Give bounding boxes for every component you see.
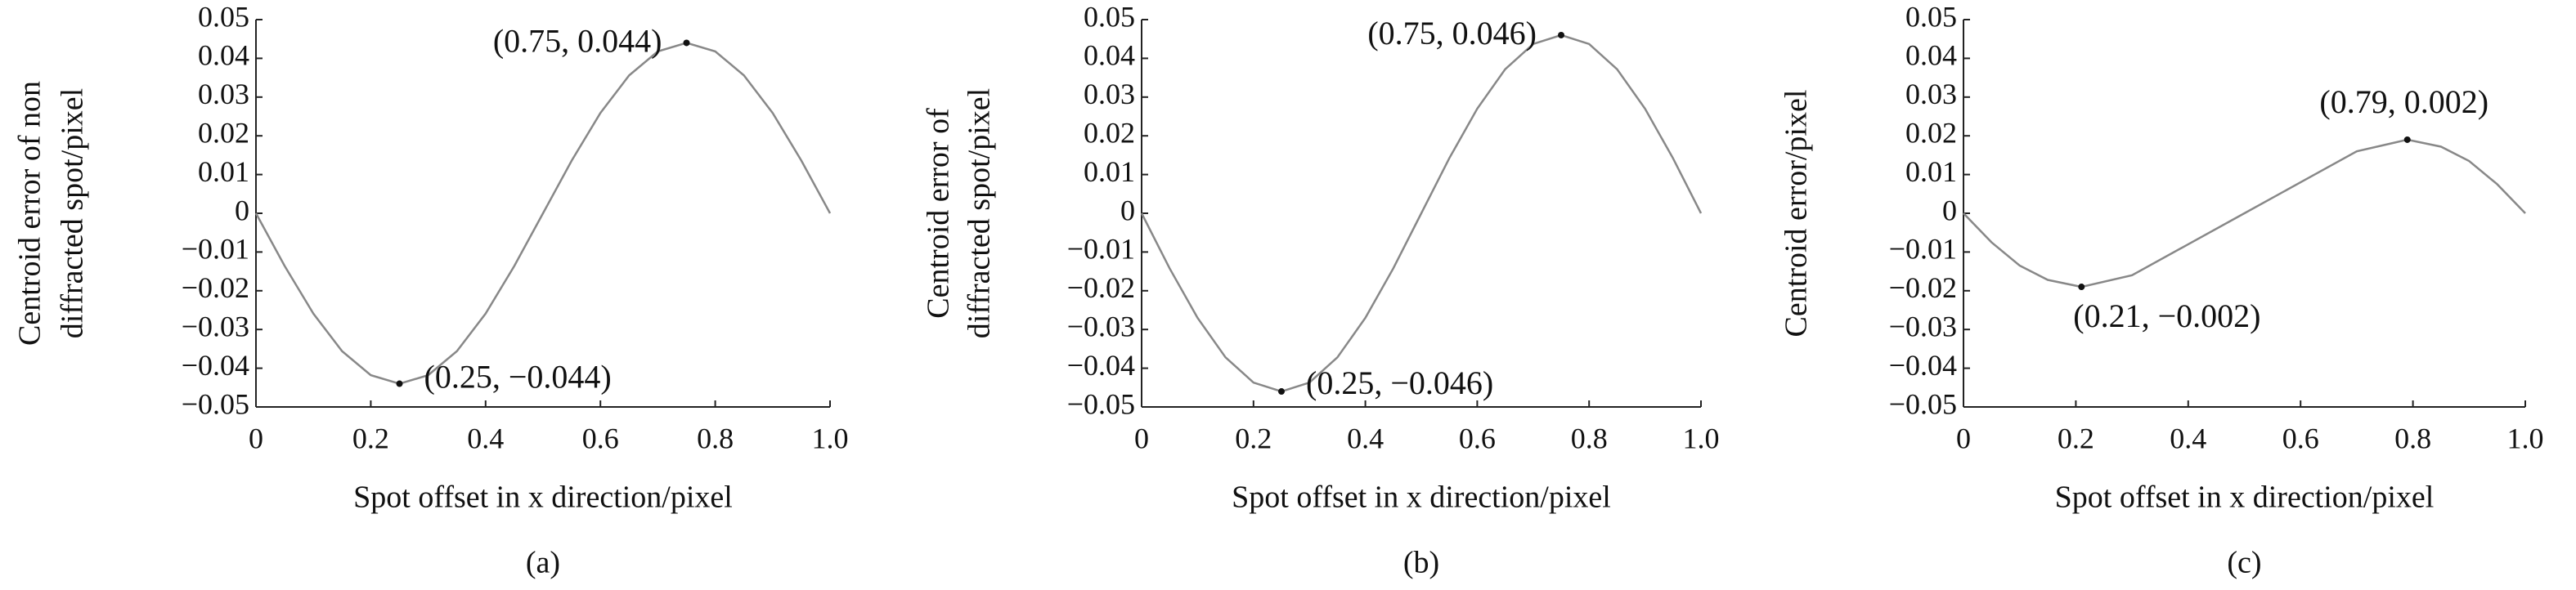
x-tick-label: 0.8 [2394,422,2431,454]
caption: (c) [2227,546,2261,580]
annotation: (0.25, −0.044) [424,359,612,396]
y-tick-label: −0.01 [1067,233,1135,266]
y-tick-label: −0.05 [182,387,249,420]
x-axis-label: Spot offset in x direction/pixel [353,480,733,515]
annotation: (0.21, −0.002) [2073,297,2260,334]
x-tick-label: 0.8 [697,422,734,454]
y-tick-label: 0.02 [198,116,249,149]
marker [2403,136,2411,143]
y-tick-label: 0.04 [1084,39,1135,72]
y-tick-label: 0.05 [1084,0,1135,33]
marker [396,380,403,387]
x-tick-label: 0.6 [2282,422,2319,454]
y-tick-label: 0.04 [198,39,249,72]
y-tick-label: 0.01 [1905,155,1957,188]
x-tick-label: 0 [249,422,263,454]
y-tick-label: 0.05 [198,0,249,33]
x-tick-label: 0 [1956,422,1971,454]
y-tick-label: 0.03 [1905,78,1957,110]
y-axis-label: diffracted spot/pixel [963,88,997,338]
y-axis-label: Centroid error/pixel [1779,90,1814,337]
x-tick-label: 0.6 [1459,422,1496,454]
marker [1278,388,1285,396]
y-tick-label: −0.04 [182,349,249,382]
x-axis-label: Spot offset in x direction/pixel [1232,480,1611,515]
y-tick-label: −0.03 [182,310,249,342]
y-tick-label: −0.04 [1067,349,1135,382]
y-tick-label: −0.05 [1889,387,1957,420]
y-tick-label: −0.03 [1067,310,1135,342]
x-tick-label: 0.6 [582,422,619,454]
y-axis-label: Centroid error of [922,108,956,319]
caption: (a) [526,546,560,580]
curve [254,42,832,385]
x-tick-label: 1.0 [1683,422,1720,454]
y-tick-label: 0 [1120,194,1135,226]
annotation: (0.79, 0.002) [2319,83,2488,120]
y-tick-label: −0.04 [1889,349,1957,382]
x-tick-label: 0.8 [1571,422,1608,454]
y-tick-label: 0.02 [1084,116,1135,149]
x-tick-label: 0.2 [352,422,389,454]
y-tick-label: −0.01 [1889,233,1957,266]
y-tick-label: 0.05 [1905,0,1957,33]
marker [1558,31,1564,38]
annotation: (0.25, −0.046) [1306,364,1493,401]
y-tick-label: −0.02 [182,271,249,304]
y-tick-label: −0.02 [1889,271,1957,304]
y-tick-label: 0.01 [198,155,249,188]
caption: (b) [1403,546,1439,580]
marker [2078,284,2085,291]
y-axis-label: diffracted spot/pixel [56,88,90,338]
x-tick-label: 0.2 [1235,422,1272,454]
x-axis-label: Spot offset in x direction/pixel [2055,480,2435,515]
y-tick-label: 0.03 [198,78,249,110]
x-tick-label: 0.4 [2170,422,2206,454]
annotation: (0.75, 0.044) [493,23,662,60]
x-tick-label: 0 [1134,422,1149,454]
x-tick-label: 1.0 [2507,422,2544,454]
curve [1963,138,2526,288]
y-tick-label: −0.01 [182,233,249,266]
x-tick-label: 1.0 [812,422,849,454]
x-tick-label: 0.2 [2058,422,2094,454]
y-tick-label: 0.04 [1905,39,1957,72]
y-tick-label: 0.03 [1084,78,1135,110]
y-tick-label: 0.02 [1905,116,1957,149]
y-tick-label: −0.03 [1889,310,1957,342]
y-tick-label: −0.02 [1067,271,1135,304]
y-axis-label: Centroid error of non [13,81,47,346]
y-tick-label: 0.01 [1084,155,1135,188]
y-tick-label: −0.05 [1067,387,1135,420]
x-tick-label: 0.4 [1347,422,1384,454]
y-tick-label: 0 [1942,194,1957,226]
y-tick-label: 0 [235,194,249,226]
x-tick-label: 0.4 [467,422,504,454]
annotation: (0.75, 0.046) [1367,15,1537,51]
curve [1140,34,1703,393]
marker [683,39,690,47]
